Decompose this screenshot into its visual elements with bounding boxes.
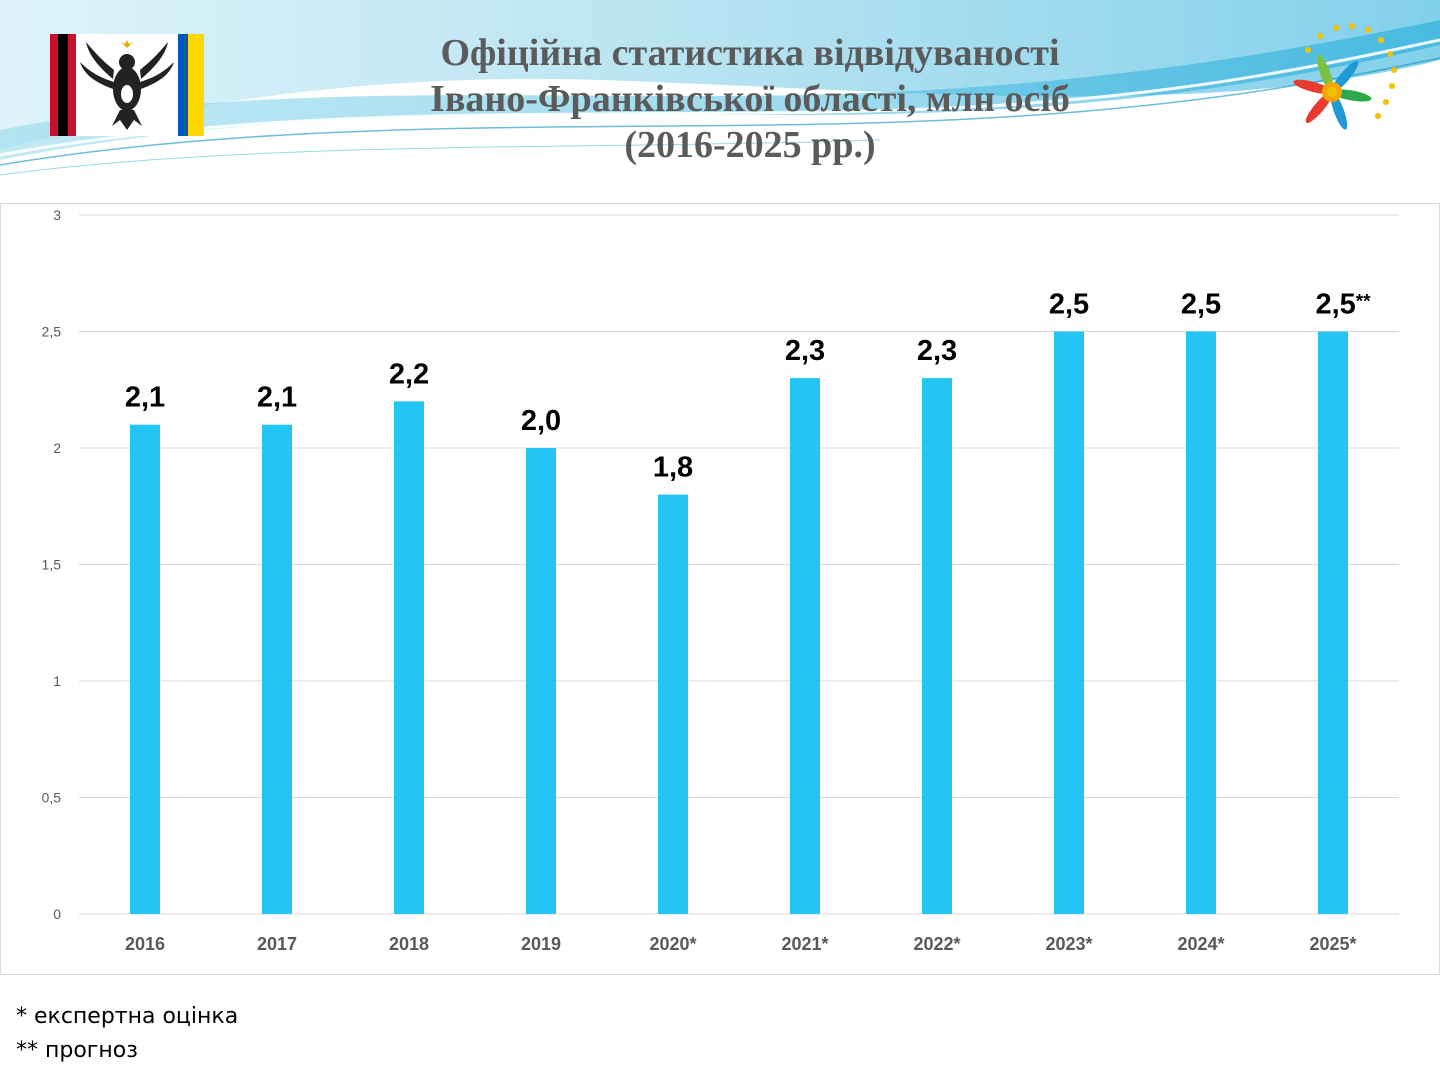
bar <box>922 378 952 915</box>
y-tick-label: 0,5 <box>42 790 62 806</box>
title-line-2: Івано-Франківської області, млн осіб <box>430 78 1070 120</box>
y-tick-label: 0 <box>53 906 61 922</box>
x-tick-label: 2018 <box>389 934 429 954</box>
title-line-3: (2016-2025 рр.) <box>624 124 876 166</box>
y-tick-label: 2 <box>53 440 61 456</box>
x-tick-label: 2024* <box>1177 934 1224 954</box>
x-tick-label: 2019 <box>521 934 561 954</box>
data-label: 2,2 <box>389 358 429 390</box>
data-label: 2,1 <box>125 382 165 414</box>
data-label: 2,3 <box>917 335 957 367</box>
header-wave-decoration <box>0 0 1440 176</box>
edelweiss-star-logo-icon <box>1293 23 1397 130</box>
x-tick-label: 2022* <box>913 934 960 954</box>
bar <box>130 424 160 914</box>
data-label: 2,5 <box>1181 289 1221 321</box>
data-label: 2,1 <box>257 382 297 414</box>
bar <box>262 424 292 914</box>
bar <box>526 448 556 914</box>
y-tick-label: 1,5 <box>42 557 62 573</box>
chart-area: 0 0,5 1 1,5 2 2,5 3 2,1 2016 2,1 2017 2,2 2018 2,0 201… <box>0 203 1440 975</box>
bar <box>1054 331 1084 914</box>
bar <box>394 401 424 914</box>
bar <box>658 494 688 914</box>
y-tick-label: 2,5 <box>42 324 62 340</box>
y-tick-label: 1 <box>53 673 61 689</box>
x-tick-label: 2021* <box>781 934 828 954</box>
x-tick-label: 2023* <box>1045 934 1092 954</box>
bar <box>1318 331 1348 914</box>
footnotes: * експертна оцінка ** прогноз <box>16 1000 238 1068</box>
bar <box>1186 331 1216 914</box>
x-tick-label: 2025* <box>1309 934 1356 954</box>
footnote-expert-estimate: * експертна оцінка <box>16 1004 239 1029</box>
data-label: 2,0 <box>521 405 561 437</box>
x-tick-label: 2016 <box>125 934 165 954</box>
title-line-1: Офіційна статистика відвідуваності <box>440 32 1060 74</box>
footnote-forecast: ** прогноз <box>16 1038 138 1063</box>
bar <box>790 378 820 915</box>
x-tick-label: 2017 <box>257 934 297 954</box>
data-label: 2,5** <box>1315 289 1371 321</box>
data-label: 2,3 <box>785 335 825 367</box>
x-tick-label: 2020* <box>649 934 696 954</box>
data-label: 1,8 <box>653 452 693 484</box>
y-tick-label: 3 <box>53 207 61 223</box>
data-label: 2,5 <box>1049 289 1089 321</box>
bar-chart: 0 0,5 1 1,5 2 2,5 3 2,1 2016 2,1 2017 2,2 2018 2,0 201… <box>42 207 1399 954</box>
data-label-suffix: ** <box>1356 292 1371 313</box>
regional-coat-of-arms-icon <box>50 34 204 136</box>
slide-title: Офіційна статистика відвідуваності Івано… <box>300 30 1200 168</box>
